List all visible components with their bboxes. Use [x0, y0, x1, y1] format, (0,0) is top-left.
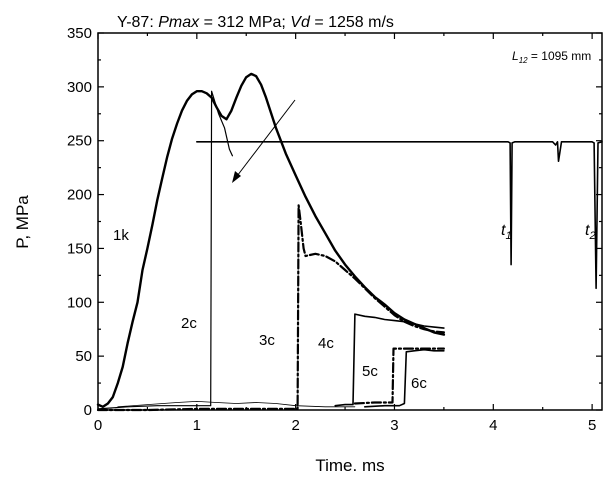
x-tick-label: 4: [489, 417, 497, 434]
arrow-head: [232, 171, 241, 183]
series-line-1k: [96, 72, 446, 408]
series-line-6c: [364, 348, 445, 408]
y-tick-label: 250: [67, 133, 92, 150]
l12-symbol: L: [512, 49, 519, 63]
x-tick-label: 2: [291, 417, 299, 434]
series-line-5c: [353, 347, 445, 405]
series-line-4c: [334, 313, 445, 407]
label-1k: 1k: [113, 227, 129, 244]
title-pmax-value: = 312 MPa;: [199, 14, 290, 31]
title-vd-value: = 1258 m/s: [310, 14, 394, 31]
y-tick-label: 150: [67, 240, 92, 257]
t2-label: t2: [585, 222, 596, 242]
t2-subscript: 2: [588, 230, 595, 242]
t1-symbol: t: [501, 222, 506, 239]
arrow-shaft: [233, 99, 296, 181]
t1-label: t1: [501, 222, 512, 242]
y-tick-label: 200: [67, 187, 92, 204]
label-2c: 2c: [181, 315, 197, 332]
l12-annotation: L12 = 1095 mm: [512, 49, 591, 65]
chart-title: Y-87: Pmax = 312 MPa; Vd = 1258 m/s: [117, 14, 394, 31]
y-tick-label: 100: [67, 294, 92, 311]
series-line-2c: [97, 90, 233, 410]
title-vd-label: Vd: [290, 14, 311, 31]
label-3c: 3c: [259, 332, 275, 349]
y-tick-label: 50: [75, 348, 92, 365]
plot-frame: [97, 32, 603, 411]
x-tick-label: 1: [193, 417, 201, 434]
x-axis-title: Time. ms: [315, 456, 384, 475]
title-pmax-label: Pmax: [158, 14, 200, 31]
y-axis-title: P, MPa: [13, 195, 32, 249]
series-line-baseline: [117, 401, 356, 408]
t2-symbol: t: [585, 222, 590, 239]
y-tick-label: 0: [84, 402, 92, 419]
series-group: [96, 72, 603, 412]
x-tick-label: 3: [390, 417, 398, 434]
y-tick-label: 350: [67, 25, 92, 42]
series-line-l12: [196, 141, 603, 290]
x-tick-label: 5: [588, 417, 596, 434]
t1-subscript: 1: [505, 230, 511, 242]
label-4c: 4c: [318, 335, 334, 352]
label-5c: 5c: [362, 363, 378, 380]
l12-value: = 1095 mm: [528, 49, 592, 63]
l12-subscript: 12: [519, 56, 528, 65]
label-6c: 6c: [411, 375, 427, 392]
x-tick-label: 0: [94, 417, 102, 434]
title-prefix: Y-87:: [117, 14, 158, 31]
y-tick-label: 300: [67, 79, 92, 96]
